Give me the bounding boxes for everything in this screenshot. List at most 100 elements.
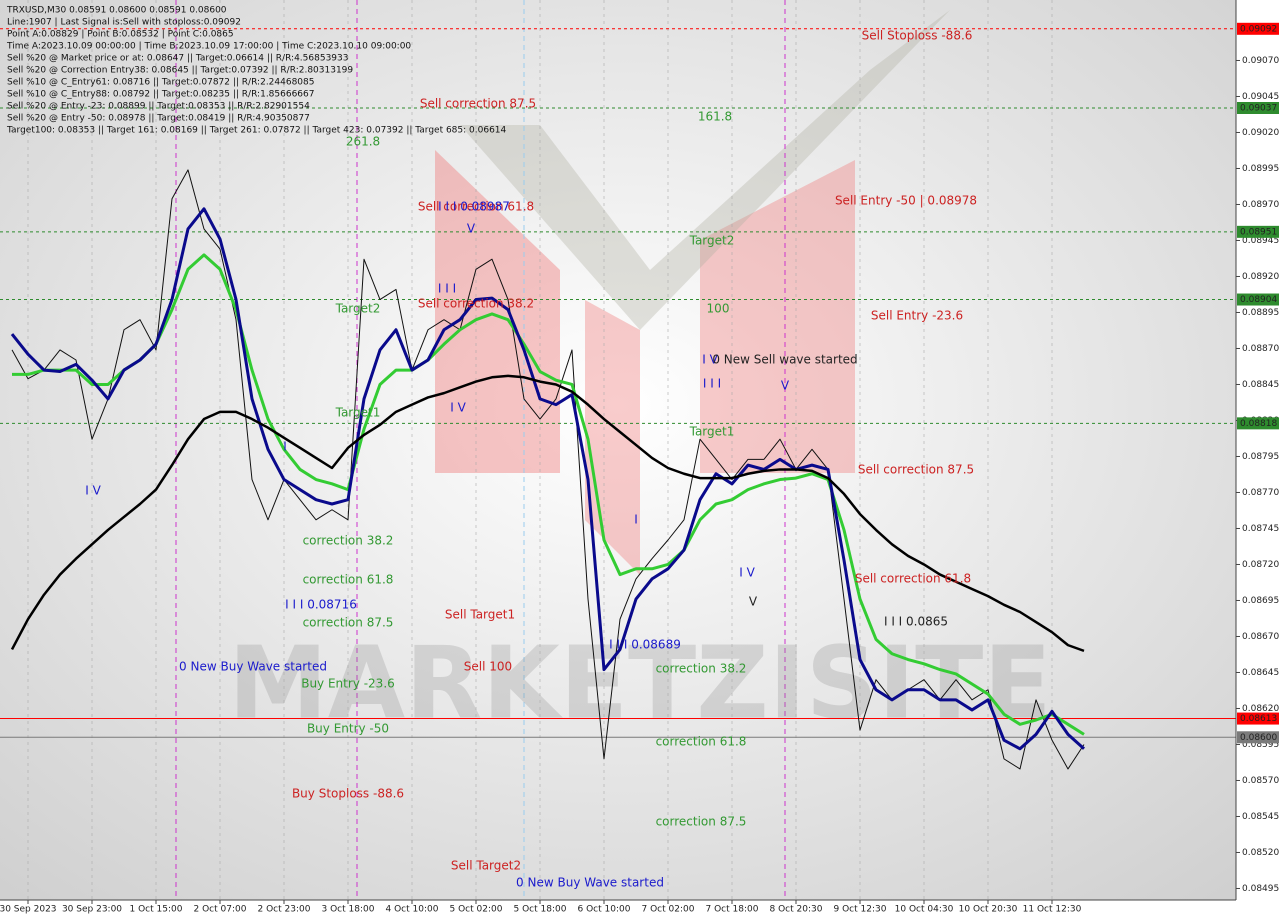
level-label: 0.08613: [1240, 714, 1277, 724]
x-tick-label: 10 Oct 04:30: [895, 905, 954, 915]
x-tick-label: 1 Oct 15:00: [130, 905, 183, 915]
info-line: Sell %20 @ Entry -50: 0.08978 || Target:…: [7, 114, 310, 124]
level-label: 0.08818: [1240, 419, 1277, 429]
info-line: Target100: 0.08353 || Target 161: 0.0816…: [6, 126, 507, 136]
annotation: Target1: [335, 406, 381, 420]
x-tick-label: 11 Oct 12:30: [1023, 905, 1082, 915]
annotation: Sell correction 61.8: [855, 572, 971, 586]
level-label-bg: [1237, 225, 1279, 238]
annotation: Sell correction 87.5: [420, 97, 536, 111]
annotation: Buy Entry -23.6: [301, 677, 395, 691]
y-tick-label: 0.08970: [1242, 200, 1279, 210]
y-tick-label: 0.08520: [1242, 848, 1279, 858]
annotation: V: [467, 222, 476, 236]
level-label-bg: [1237, 293, 1279, 306]
y-tick-label: 0.08720: [1242, 560, 1279, 570]
info-line: Time A:2023.10.09 00:00:00 | Time B:2023…: [6, 42, 411, 52]
y-tick-label: 0.09045: [1242, 92, 1279, 102]
y-tick-label: 0.08745: [1242, 524, 1279, 534]
annotation: 161.8: [698, 110, 732, 124]
y-tick-label: 0.08920: [1242, 272, 1279, 282]
annotation: I I I 0.08689: [609, 638, 681, 652]
level-label: 0.08951: [1240, 227, 1277, 237]
x-tick-label: 30 Sep 23:00: [62, 905, 122, 915]
annotation: I V: [450, 401, 466, 415]
y-tick-label: 0.08570: [1242, 776, 1279, 786]
annotation: Sell Target1: [445, 608, 515, 622]
y-tick-label: 0.08545: [1242, 812, 1279, 822]
x-tick-label: 5 Oct 02:00: [450, 905, 503, 915]
x-tick-label: 10 Oct 20:30: [959, 905, 1018, 915]
annotation: I V: [702, 353, 718, 367]
annotation: I I I 0.0865: [884, 615, 948, 629]
level-label-bg: [1237, 22, 1279, 35]
y-tick-label: 0.09020: [1242, 128, 1279, 138]
y-tick-label: 0.08845: [1242, 380, 1279, 390]
annotation: Target2: [689, 234, 735, 248]
annotation: Sell Entry -50 | 0.08978: [835, 194, 977, 208]
x-tick-label: 2 Oct 07:00: [194, 905, 247, 915]
annotation: I I I 0.08987: [438, 200, 510, 214]
x-tick-label: 7 Oct 02:00: [642, 905, 695, 915]
annotation: Sell correction 87.5: [858, 463, 974, 477]
annotation: Target1: [689, 425, 735, 439]
level-label: 0.09092: [1240, 24, 1277, 34]
watermark: MARKETZISITE: [228, 624, 1051, 741]
annotation: correction 38.2: [303, 534, 394, 548]
info-line: Sell %20 @ Correction Entry38: 0.08645 |…: [7, 66, 353, 76]
annotation: I I I: [438, 282, 456, 296]
x-tick-label: 5 Oct 18:00: [514, 905, 567, 915]
annotation: I V: [739, 566, 755, 580]
info-line: Line:1907 | Last Signal is:Sell with sto…: [7, 18, 241, 28]
series-line: [10, 207, 1086, 751]
y-tick-label: 0.08495: [1242, 884, 1279, 894]
annotation: Sell 100: [464, 660, 512, 674]
info-line: Sell %20 @ Market price or at: 0.08647 |…: [7, 54, 348, 64]
x-tick-label: 6 Oct 10:00: [578, 905, 631, 915]
annotation: I V: [85, 484, 101, 498]
annotation: I: [283, 440, 287, 454]
annotation: I I I: [703, 377, 721, 391]
x-tick-label: 7 Oct 18:00: [706, 905, 759, 915]
x-tick-label: 8 Oct 20:30: [770, 905, 823, 915]
annotation: 0 New Buy Wave started: [516, 876, 664, 890]
annotation: correction 61.8: [656, 735, 747, 749]
zone: [700, 160, 855, 473]
y-tick-label: 0.08595: [1242, 740, 1279, 750]
annotation: 0 New Buy Wave started: [179, 660, 327, 674]
annotation: Sell Entry -23.6: [871, 309, 963, 323]
info-line: Sell %10 @ C_Entry61: 0.08716 || Target:…: [7, 78, 315, 88]
zone: [435, 150, 560, 473]
level-label-bg: [1237, 102, 1279, 114]
y-tick-label: 0.08895: [1242, 308, 1279, 318]
x-tick-label: 2 Oct 23:00: [258, 905, 311, 915]
axis-background: [1236, 0, 1280, 920]
y-tick-label: 0.08645: [1242, 668, 1279, 678]
y-tick-label: 0.08795: [1242, 452, 1279, 462]
annotation: V: [749, 595, 758, 609]
annotation: 100: [707, 302, 730, 316]
y-tick-label: 0.09070: [1242, 56, 1279, 66]
annotation: Target2: [335, 302, 381, 316]
info-line: TRXUSD,M30 0.08591 0.08600 0.08591 0.086…: [6, 6, 227, 16]
level-label: 0.09037: [1240, 104, 1277, 114]
y-tick-label: 0.08695: [1242, 596, 1279, 606]
plot: [0, 0, 1236, 900]
level-label-bg: [1237, 731, 1279, 744]
y-tick-label: 0.08770: [1242, 488, 1279, 498]
annotation: correction 87.5: [303, 616, 394, 630]
annotation: 0 New Sell wave started: [712, 353, 857, 367]
annotation: 261.8: [346, 135, 380, 149]
x-tick-label: 3 Oct 18:00: [322, 905, 375, 915]
info-line: Sell %10 @ C_Entry88: 0.08792 || Target:…: [7, 90, 315, 100]
annotation: correction 38.2: [656, 662, 747, 676]
info-line: Sell %20 @ Entry -23: 0.08899 || Target:…: [7, 102, 310, 112]
plot-background: [0, 0, 1236, 900]
annotation: correction 61.8: [303, 573, 394, 587]
series-line: [12, 253, 1085, 736]
annotation: V: [781, 379, 790, 393]
y-tick-label: 0.08945: [1242, 236, 1279, 246]
level-label-bg: [1237, 712, 1279, 725]
annotation: Sell Stoploss -88.6: [862, 29, 973, 43]
axis-background: [0, 900, 1236, 920]
